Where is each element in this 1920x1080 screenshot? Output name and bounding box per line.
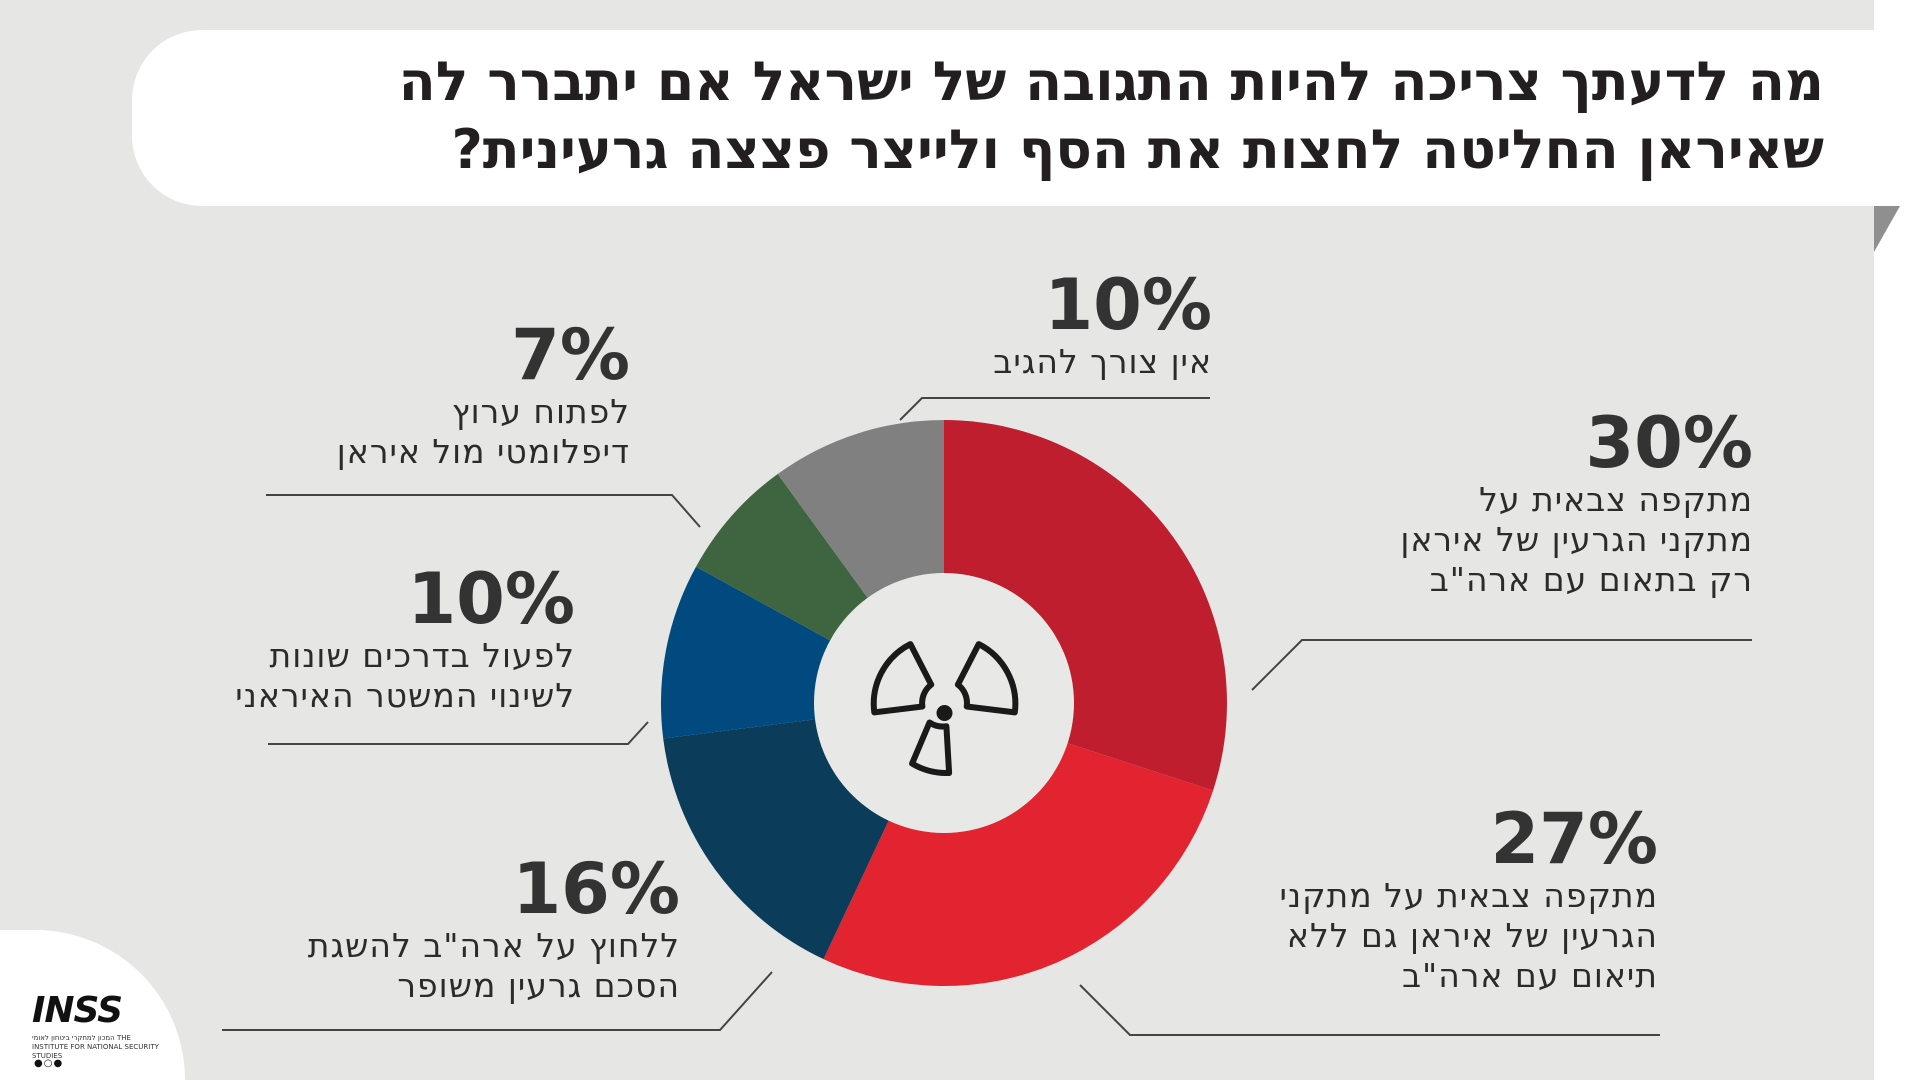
desc-30-line2: מתקני הגרעין של איראן — [1400, 520, 1753, 559]
leader-line-16 — [222, 971, 773, 1031]
desc-10b-line1: לפעול בדרכים שונות — [269, 636, 575, 675]
desc-16-line1: ללחוץ על ארה"ב להשגת — [307, 926, 680, 965]
value-label-7: 7% — [511, 314, 630, 396]
desc-7-line1: לפתוח ערוץ — [451, 392, 630, 431]
leader-line-27 — [1079, 984, 1660, 1036]
right-edge-strip — [1874, 0, 1920, 1080]
desc-10a-line1: אין צורך להגיב — [993, 342, 1212, 381]
leader-lines — [222, 397, 1752, 1036]
desc-30-line1: מתקפה צבאית על — [1479, 480, 1753, 519]
title-banner: מה לדעתך צריכה להיות התגובה של ישראל אם … — [132, 30, 1874, 206]
desc-27-line3: תיאום עם ארה"ב — [1401, 956, 1658, 995]
label-27: 27% מתקפה צבאית על מתקני הגרעין של איראן… — [1038, 802, 1658, 996]
desc-30-line3: רק בתאום עם ארה"ב — [1429, 560, 1753, 599]
inss-logo: INSS — [32, 990, 123, 1031]
radiation-icon — [870, 641, 1019, 777]
desc-16-line2: הסכם גרעין משופר — [397, 966, 680, 1005]
label-10a: 10% אין צורך להגיב — [800, 268, 1212, 382]
label-16: 16% ללחוץ על ארה"ב להשגת הסכם גרעין משופ… — [150, 852, 680, 1006]
label-30: 30% מתקפה צבאית על מתקני הגרעין של איראן… — [1133, 406, 1753, 600]
chart-title: מה לדעתך צריכה להיות התגובה של ישראל אם … — [398, 50, 1824, 181]
donut-hole — [814, 573, 1074, 833]
logo-subtitle: המכון למחקרי ביטחון לאומי THE INSTITUTE … — [32, 1034, 159, 1060]
desc-10b-line2: לשינוי המשטר האיראני — [235, 676, 575, 715]
value-label-10b: 10% — [407, 558, 575, 640]
logo-circles-icon: ●○● — [34, 1058, 64, 1069]
leader-line-7 — [266, 494, 701, 528]
leader-line-10a — [899, 397, 1210, 421]
value-label-10a: 10% — [1044, 264, 1212, 346]
desc-7-line2: דיפלומטי מול איראן — [336, 432, 630, 471]
value-label-30: 30% — [1585, 402, 1753, 484]
desc-27-line2: הגרעין של איראן גם ללא — [1286, 916, 1658, 955]
leader-line-30 — [1251, 639, 1752, 691]
value-label-16: 16% — [512, 848, 680, 930]
value-label-27: 27% — [1490, 798, 1658, 880]
desc-27-line1: מתקפה צבאית על מתקני — [1279, 876, 1658, 915]
label-10b: 10% לפעול בדרכים שונות לשינוי המשטר האיר… — [80, 562, 575, 716]
leader-line-10b — [268, 721, 649, 745]
title-fold-corner — [1874, 206, 1900, 252]
label-7: 7% לפתוח ערוץ דיפלומטי מול איראן — [170, 318, 630, 472]
